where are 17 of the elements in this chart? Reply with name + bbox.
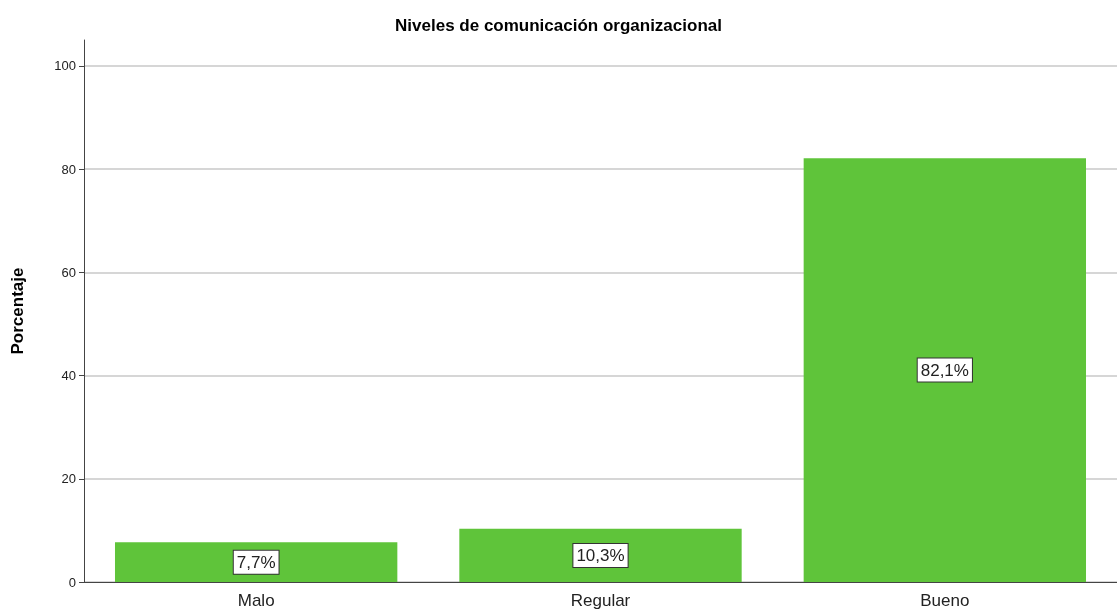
y-tick-label: 0 [68,574,76,590]
y-tick-label: 20 [61,471,76,487]
x-tick-label: Bueno [920,591,970,610]
y-tick-label: 100 [54,58,76,74]
x-tick-label: Malo [237,591,275,610]
y-tick-label: 40 [61,368,76,384]
bar [459,528,742,582]
y-tick-label: 60 [61,264,76,280]
x-tick-label: Regular [570,591,631,610]
data-label: 82,1% [920,360,969,380]
data-label: 10,3% [576,545,625,565]
chart-title: Niveles de comunicación organizacional [395,16,722,35]
data-label: 7,7% [236,552,276,572]
bar [114,542,398,582]
y-tick-label: 80 [61,161,76,177]
bar [803,158,1087,582]
y-axis-title: Porcentaje [8,267,27,355]
